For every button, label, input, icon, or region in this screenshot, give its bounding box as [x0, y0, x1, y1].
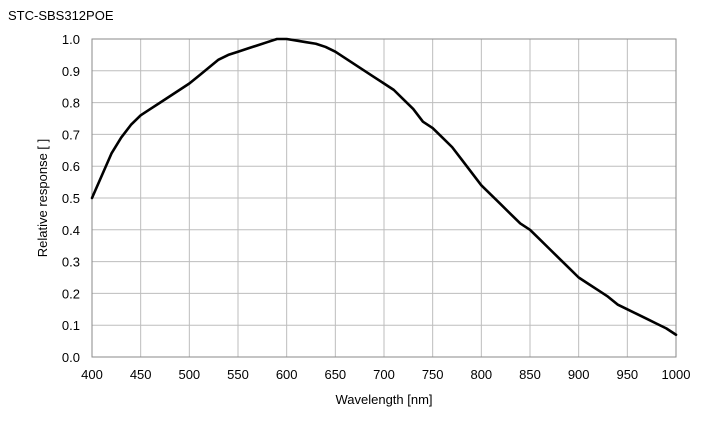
- y-tick-label: 0.3: [62, 255, 80, 270]
- y-tick-label: 0.6: [62, 159, 80, 174]
- x-tick-label: 550: [227, 367, 249, 382]
- y-tick-label: 0.4: [62, 223, 80, 238]
- x-axis-label: Wavelength [nm]: [335, 392, 432, 407]
- chart-title: STC-SBS312POE: [8, 8, 114, 23]
- x-tick-label: 1000: [662, 367, 691, 382]
- x-tick-label: 700: [373, 367, 395, 382]
- y-tick-label: 0.1: [62, 318, 80, 333]
- series-line: [90, 37, 678, 337]
- series-layer: [90, 37, 678, 337]
- y-tick-label: 0.8: [62, 96, 80, 111]
- grid: [91, 38, 677, 358]
- y-axis-label: Relative response [ ]: [35, 139, 50, 258]
- x-tick-label: 650: [324, 367, 346, 382]
- x-tick-label: 900: [568, 367, 590, 382]
- x-tick-label: 600: [276, 367, 298, 382]
- y-tick-label: 0.7: [62, 127, 80, 142]
- x-tick-label: 750: [422, 367, 444, 382]
- x-tick-label: 850: [519, 367, 541, 382]
- x-tick-label: 800: [470, 367, 492, 382]
- y-tick-label: 0.0: [62, 350, 80, 365]
- x-tick-label: 400: [81, 367, 103, 382]
- x-tick-label: 450: [130, 367, 152, 382]
- y-tick-label: 0.9: [62, 64, 80, 79]
- x-tick-label: 500: [178, 367, 200, 382]
- x-tick-label: 950: [616, 367, 638, 382]
- y-tick-label: 0.5: [62, 191, 80, 206]
- x-tick-labels: 400 450 500 550 600 650 700 750 800 850 900 950 1000: [81, 367, 690, 382]
- y-tick-labels: 0.0 0.1 0.2 0.3 0.4 0.5 0.6 0.7 0.8 0.9 1.0: [62, 32, 80, 365]
- y-tick-label: 0.2: [62, 286, 80, 301]
- y-tick-label: 1.0: [62, 32, 80, 47]
